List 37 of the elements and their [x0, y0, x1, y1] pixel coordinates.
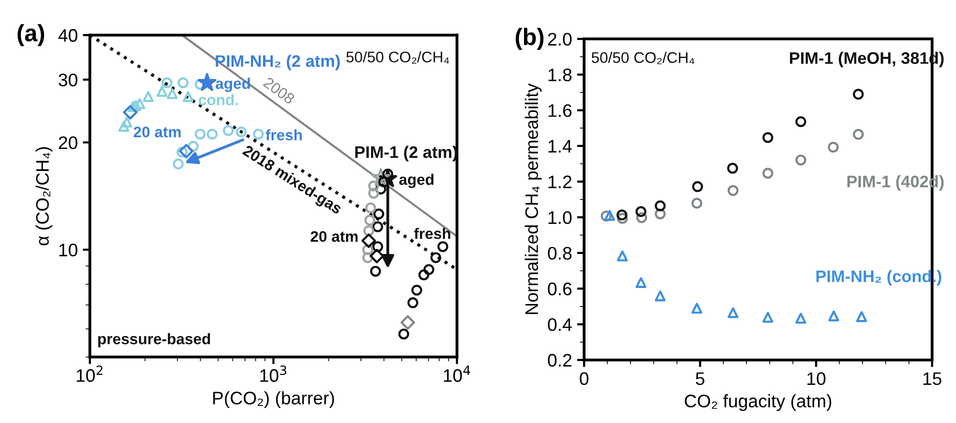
- annotation: aged: [399, 174, 434, 188]
- annotation: cond.: [198, 94, 238, 106]
- y-tick-label: 0.2: [548, 354, 572, 367]
- x-tick-label: 15: [923, 372, 942, 386]
- y-tick-label: 20: [58, 136, 78, 150]
- x-tick-label: 10: [807, 372, 826, 386]
- x-tick-label: 10$^{2}$: [76, 365, 102, 382]
- x-tick-label: 10$^{4}$: [444, 366, 470, 382]
- chart-title: (a): [18, 24, 44, 46]
- y-tick-label: 0.6: [548, 282, 572, 296]
- y-axis-title: Normalized CH₄ permeability: [524, 83, 542, 314]
- y-tick-label: 1.8: [548, 68, 572, 82]
- annotation: 50/50 CO₂/CH₄: [346, 51, 450, 64]
- x-axis-title: P(CO₂) (barrer): [213, 391, 334, 408]
- annotation: 20 atm: [310, 231, 358, 242]
- y-tick-label: 1.4: [548, 140, 572, 152]
- annotation: pressure-based: [98, 333, 210, 348]
- x-axis-title: CO₂ fugacity (atm): [684, 394, 832, 411]
- y-tick-label: 1.6: [548, 104, 572, 117]
- y-axis-title: α (CO₂/CH₄): [36, 147, 52, 246]
- x-tick-label: 0: [580, 372, 588, 386]
- chart-title: (b): [516, 28, 544, 50]
- annotation: aged: [216, 78, 250, 92]
- annotation: 20 atm: [134, 126, 181, 138]
- y-tick-label: 0.4: [548, 318, 572, 332]
- y-tick-label: 1.2: [548, 176, 572, 188]
- annotation: fresh: [266, 129, 302, 140]
- x-tick-label: 10$^{3}$: [260, 365, 286, 382]
- annotation: 50/50 CO₂/CH₄: [592, 52, 694, 64]
- y-tick-label: 0.8: [548, 246, 572, 260]
- y-tick-label: 30: [58, 74, 78, 86]
- y-tick-label: 1.0: [548, 211, 572, 224]
- x-tick-label: 5: [696, 372, 704, 386]
- y-tick-label: 10: [59, 244, 78, 256]
- y-tick-label: 40: [58, 29, 78, 42]
- y-tick-label: 2.0: [548, 32, 572, 46]
- annotation: fresh: [414, 228, 450, 240]
